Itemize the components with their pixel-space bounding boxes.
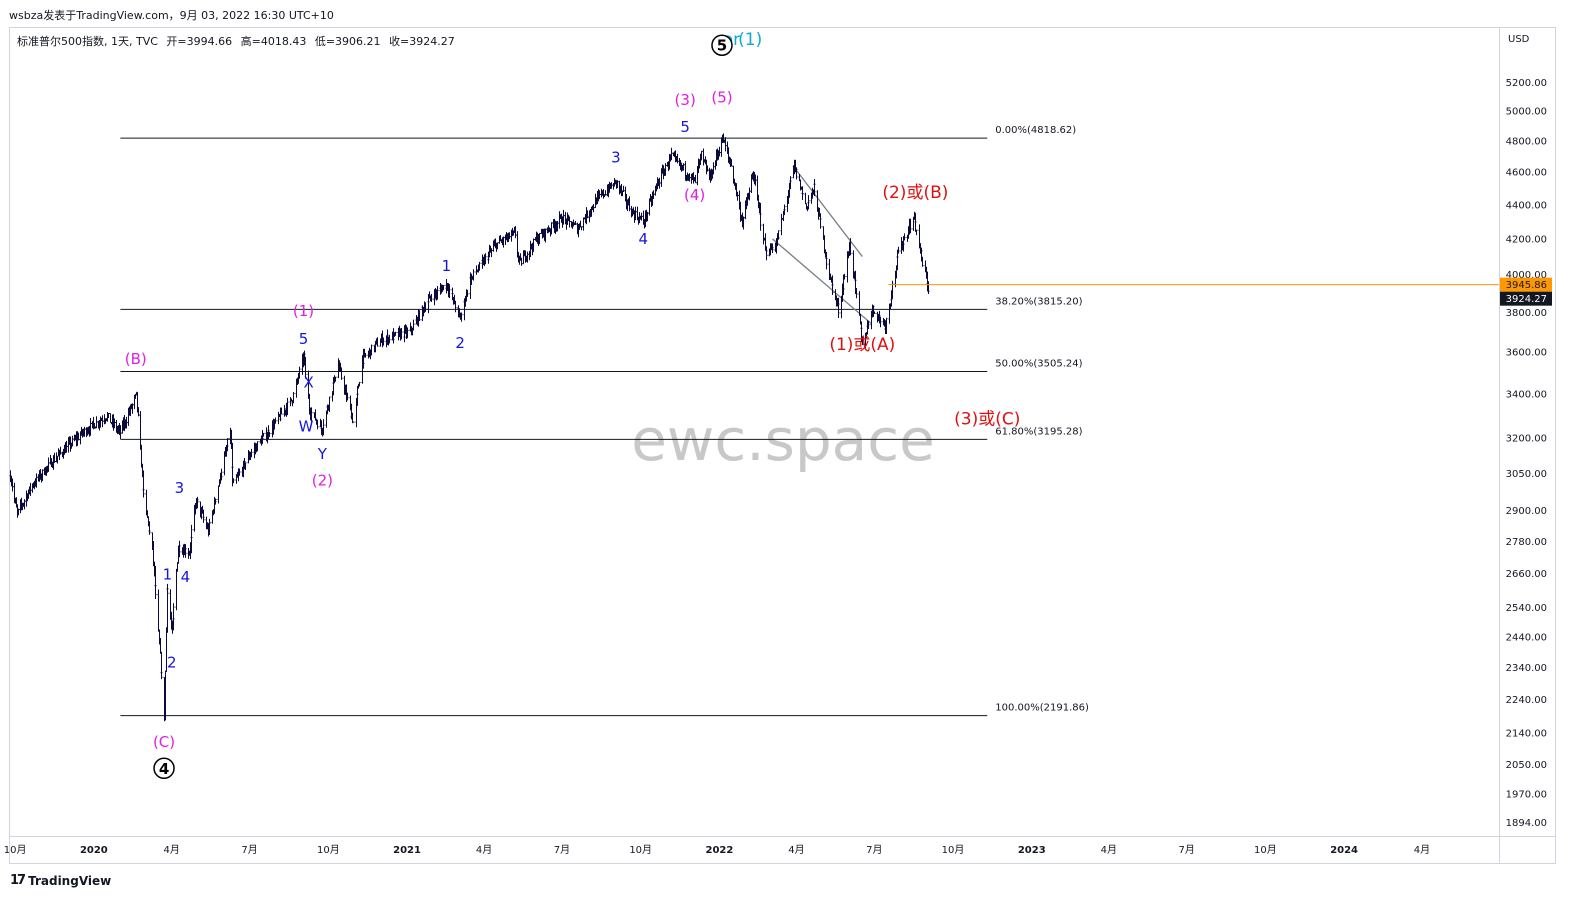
circled-wave-label: 4 [159, 760, 169, 778]
fib-level-label: 38.20%(3815.20) [995, 296, 1082, 307]
wave-label[interactable]: (4) [684, 186, 705, 204]
last-price-tag [1500, 291, 1552, 306]
x-tick-label: 4月 [1414, 844, 1430, 856]
x-tick-label: 2020 [80, 845, 108, 856]
wave-label[interactable]: 3 [611, 149, 621, 167]
y-tick-label: 3050.00 [1506, 469, 1547, 480]
x-tick-label: 10月 [1254, 844, 1277, 856]
y-tick-label: 2140.00 [1506, 729, 1547, 740]
wave-label[interactable]: 2 [455, 334, 465, 352]
y-tick-label: 2900.00 [1506, 506, 1547, 517]
wave-label[interactable]: (1) [293, 302, 314, 320]
x-tick-label: 10月 [4, 844, 27, 856]
wave-label[interactable]: Y [317, 445, 328, 463]
ohlc-legend: 标准普尔500指数, 1天, TVC 开=3994.66 高=4018.43 低… [17, 33, 460, 49]
wave-label[interactable]: 5 [299, 330, 309, 348]
circled-wave-marker[interactable] [711, 34, 733, 56]
high-value: 高=4018.43 [240, 35, 307, 48]
x-tick-label: 10月 [629, 844, 652, 856]
close-value: 收=3924.27 [389, 35, 455, 48]
wave-label[interactable]: 5 [680, 118, 690, 136]
y-tick-label: 3800.00 [1506, 308, 1547, 319]
y-tick-label: 2540.00 [1506, 603, 1547, 614]
fib-level-label: 0.00%(4818.62) [995, 125, 1076, 136]
low-value: 低=3906.21 [314, 35, 381, 48]
y-tick-label: 4200.00 [1506, 234, 1547, 245]
x-tick-label: 4月 [164, 844, 180, 856]
y-tick-label: 4800.00 [1506, 137, 1547, 148]
y-tick-label: 5000.00 [1506, 107, 1547, 118]
wave-label[interactable]: (B) [125, 350, 147, 368]
ohlc-bar-series [9, 133, 930, 722]
wave-label[interactable]: 1 [163, 565, 173, 583]
wave-label[interactable]: (1) [738, 30, 762, 50]
price-bars [9, 133, 930, 722]
publish-info: wsbza发表于TradingView.com，9月 03, 2022 16:3… [9, 9, 334, 22]
circled-wave-label: 5 [717, 37, 727, 55]
last-price-value: 3924.27 [1506, 294, 1547, 305]
wave-label[interactable]: (5) [711, 88, 732, 106]
fib-level-label: 100.00%(2191.86) [995, 703, 1089, 714]
circled-wave-marker[interactable] [153, 757, 175, 780]
watermark: ewc.space [631, 406, 935, 474]
x-tick-label: 7月 [241, 844, 257, 856]
chart-frame [9, 27, 1556, 864]
wave-label[interactable]: 2 [167, 654, 177, 672]
wave-label[interactable]: (2) [312, 472, 333, 490]
wave-label[interactable]: (3) [675, 91, 696, 109]
x-tick-label: 10月 [942, 844, 965, 856]
wave-label[interactable]: X [304, 373, 314, 391]
trendline[interactable] [772, 238, 873, 325]
y-tick-label: 2660.00 [1506, 569, 1547, 580]
fib-level-label: 50.00%(3505.24) [995, 358, 1082, 369]
y-tick-label: 1970.00 [1506, 789, 1547, 800]
footer-brand: TradingView [28, 873, 112, 888]
y-tick-label: 3400.00 [1506, 389, 1547, 400]
x-tick-label: 2022 [705, 845, 733, 856]
trendline[interactable] [792, 165, 863, 257]
wave-label[interactable]: 1 [442, 257, 452, 275]
wave-label[interactable]: W [299, 417, 314, 435]
y-tick-label: 2240.00 [1506, 695, 1547, 706]
price-marker-tag [1500, 277, 1552, 292]
x-tick-label: 4月 [1101, 844, 1117, 856]
x-tick-label: 2023 [1018, 845, 1046, 856]
tradingview-logo-icon: 17 [10, 873, 26, 888]
y-tick-label: 2340.00 [1506, 663, 1547, 674]
wave-label[interactable]: 3 [175, 479, 185, 497]
y-tick-label: 2050.00 [1506, 760, 1547, 771]
y-tick-label: 2440.00 [1506, 633, 1547, 644]
wave-label[interactable]: (C) [153, 733, 175, 751]
wave-label[interactable]: (1)或(A) [829, 335, 895, 355]
symbol-line: 标准普尔500指数, 1天, TVC [17, 35, 158, 48]
wave-label[interactable]: (2)或(B) [882, 183, 948, 203]
y-tick-label: 4600.00 [1506, 168, 1547, 179]
x-tick-label: 10月 [317, 844, 340, 856]
x-tick-label: 7月 [1178, 844, 1194, 856]
x-tick-label: 2024 [1330, 845, 1358, 856]
wave-label[interactable]: (3)或(C) [954, 410, 1020, 430]
y-tick-label: 1894.00 [1506, 818, 1547, 829]
x-tick-label: 2021 [393, 845, 421, 856]
y-tick-label: 2780.00 [1506, 537, 1547, 548]
wave-label[interactable]: 4 [181, 568, 191, 586]
price-marker-value: 3945.86 [1506, 280, 1547, 291]
y-tick-label: 5200.00 [1506, 78, 1547, 89]
price-axis-currency: USD [1508, 34, 1530, 45]
y-tick-label: 4000.00 [1506, 270, 1547, 281]
wave-label[interactable]: 4 [638, 230, 648, 248]
x-tick-label: 7月 [866, 844, 882, 856]
x-tick-label: 4月 [788, 844, 804, 856]
x-tick-label: 7月 [554, 844, 570, 856]
y-tick-label: 4400.00 [1506, 200, 1547, 211]
open-value: 开=3994.66 [166, 35, 233, 48]
y-tick-label: 3600.00 [1506, 347, 1547, 358]
tradingview-footer[interactable]: 17 TradingView [10, 873, 111, 888]
y-tick-label: 3200.00 [1506, 434, 1547, 445]
fib-level-label: 61.80%(3195.28) [995, 426, 1082, 437]
x-tick-label: 4月 [476, 844, 492, 856]
